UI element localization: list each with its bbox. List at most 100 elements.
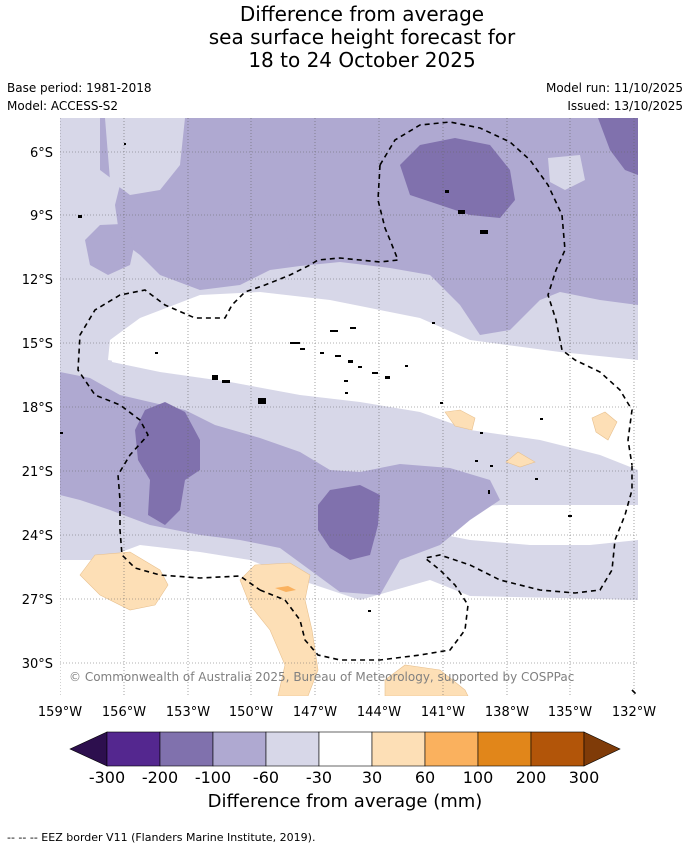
colorbar-extend-low [69, 731, 108, 767]
contour-light-notch-right [548, 155, 585, 190]
eez-border-southeast [631, 689, 637, 695]
islands [60, 143, 572, 612]
colorbar-tick-2: -200 [142, 768, 178, 787]
lon-label-135W: 135°W [548, 705, 592, 720]
colorbar-tick-3: -100 [195, 768, 231, 787]
issued-date: Issued: 13/10/2025 [567, 99, 683, 113]
island-3 [290, 342, 300, 344]
colorbar-bin-9 [530, 731, 585, 767]
lat-label-18S: 18°S [22, 401, 53, 416]
colorbar-bin-8 [477, 731, 532, 767]
island-32 [440, 402, 443, 404]
colorbar-tick-5: -30 [306, 768, 332, 787]
contour-dark-purple-northeast [598, 118, 638, 175]
model-run: Model run: 11/10/2025 [545, 81, 683, 95]
contour-orange-east-3 [591, 411, 618, 441]
contour-light-notch-north [105, 118, 185, 195]
island-33 [368, 610, 371, 612]
eez-border-north [379, 121, 633, 466]
colorbar-tick-7: 60 [415, 768, 435, 787]
island-2 [350, 327, 356, 329]
colorbar-bin-7 [424, 731, 479, 767]
island-1 [330, 330, 338, 332]
colorbar-bin-3 [212, 731, 267, 767]
contour-neutral-channel [110, 298, 638, 470]
meta-left: Base period: 1981-2018 Model: ACCESS-S2 [7, 79, 152, 115]
lon-label-156W: 156°W [102, 705, 146, 720]
island-17 [432, 322, 435, 324]
island-11 [344, 380, 348, 382]
contour-dark-purple-south [318, 485, 380, 560]
colorbar-ticks: -300 -200 -100 -60 -30 30 60 100 200 300 [89, 768, 599, 787]
colorbar-tick-6: 30 [362, 768, 382, 787]
lat-axis: 6°S 9°S 12°S 15°S 18°S 21°S 24°S 27°S 30… [22, 146, 53, 672]
lat-label-15S: 15°S [22, 337, 53, 352]
lat-label-12S: 12°S [22, 273, 53, 288]
lon-label-141W: 141°W [421, 705, 465, 720]
colorbar-bin-2 [159, 731, 214, 767]
lon-label-147W: 147°W [293, 705, 337, 720]
lon-label-159W: 159°W [38, 705, 82, 720]
island-14 [258, 398, 266, 404]
colorbar-tick-1: -300 [89, 768, 125, 787]
island-30 [540, 418, 543, 420]
colorbar-bin-4 [265, 731, 320, 767]
model-name: Model: ACCESS-S2 [7, 99, 119, 113]
lon-label-138W: 138°W [485, 705, 529, 720]
lat-label-21S: 21°S [22, 465, 53, 480]
island-25 [78, 215, 82, 218]
island-26 [124, 143, 126, 145]
lon-label-132W: 132°W [612, 705, 656, 720]
colorbar-tick-9: 200 [516, 768, 547, 787]
contour-orange-southeast [384, 664, 469, 696]
eez-border-south [259, 465, 633, 661]
lat-label-6S: 6°S [30, 146, 53, 161]
contour-dark-purple-north [400, 138, 515, 218]
colorbar-bin-1 [106, 731, 161, 767]
map-title: Difference from average sea surface heig… [0, 3, 690, 72]
colorbar-label: Difference from average (mm) [207, 791, 483, 812]
island-21 [475, 460, 478, 462]
lat-label-9S: 9°S [30, 209, 53, 224]
island-31 [480, 432, 483, 434]
colorbar-extend-high [583, 731, 621, 767]
lat-label-24S: 24°S [22, 529, 53, 544]
colorbar [69, 731, 621, 767]
map-plot-area: © Commonwealth of Australia 2025, Bureau… [60, 118, 638, 696]
island-27 [155, 352, 158, 354]
contour-medium-purple-blob-mid [210, 193, 290, 275]
colorbar-bin-5 [318, 731, 373, 767]
colorbar-bin-6 [371, 731, 426, 767]
meta-right: Model run: 11/10/2025 Issued: 13/10/2025 [546, 79, 683, 115]
lon-label-150W: 150°W [229, 705, 273, 720]
copyright-notice: © Commonwealth of Australia 2025, Bureau… [69, 670, 574, 684]
lon-axis: 159°W 156°W 153°W 150°W 147°W 144°W 141°… [38, 705, 656, 720]
island-20 [480, 230, 488, 234]
island-29 [488, 490, 490, 494]
base-period: Base period: 1981-2018 [7, 81, 152, 95]
eez-borders [77, 121, 637, 695]
contour-medium-purple-west-blob [85, 224, 135, 275]
contour-dark-purple-southwest [135, 402, 200, 525]
title-line-3: 18 to 24 October 2025 [248, 48, 476, 72]
island-12 [212, 375, 218, 380]
contour-orange-south [239, 562, 319, 696]
island-18 [445, 190, 449, 193]
island-4 [300, 348, 305, 350]
island-16 [405, 365, 408, 367]
island-7 [348, 360, 353, 363]
island-10 [385, 376, 390, 379]
island-13 [222, 380, 230, 383]
colorbar-tick-4: -60 [253, 768, 279, 787]
island-23 [535, 478, 538, 480]
contour-orange-east-2 [505, 451, 536, 468]
contour-orange-deep [275, 586, 296, 592]
lon-label-144W: 144°W [357, 705, 401, 720]
island-5 [320, 352, 324, 354]
gridlines [60, 118, 638, 696]
island-24 [568, 515, 572, 517]
island-22 [490, 465, 493, 467]
title-line-1: Difference from average [239, 2, 485, 26]
colorbar-tick-10: 300 [569, 768, 600, 787]
